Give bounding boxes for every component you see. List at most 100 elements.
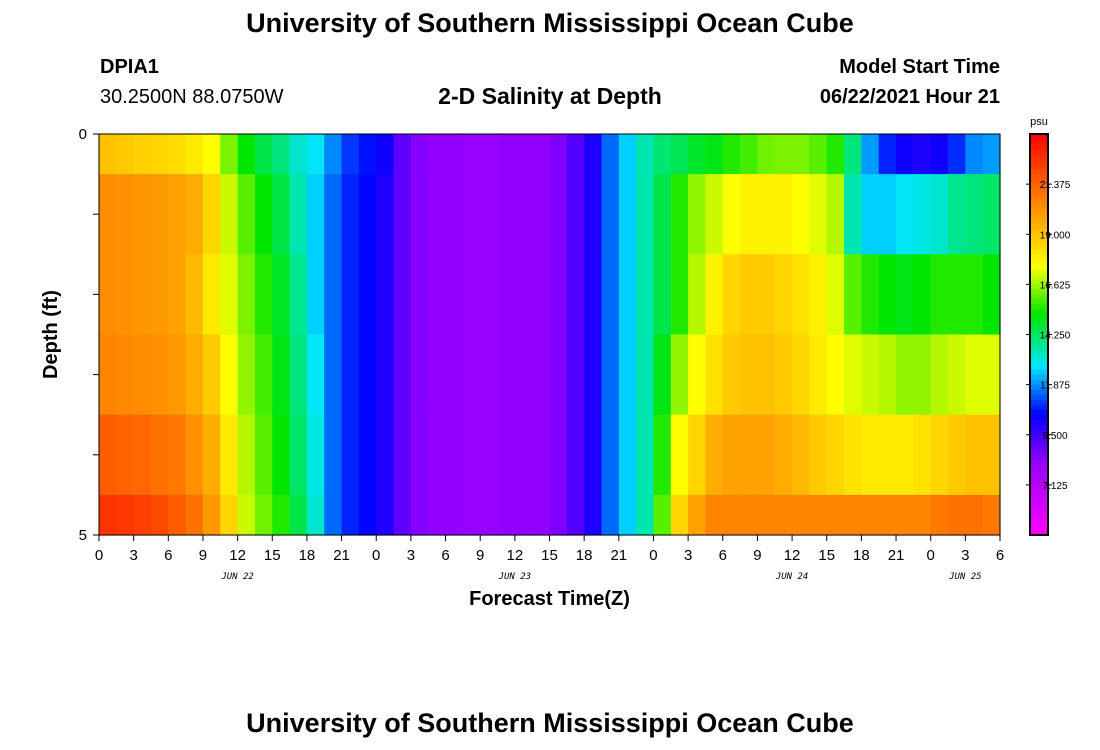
heatmap-cell: [982, 174, 1001, 255]
heatmap-cell: [861, 134, 880, 175]
heatmap-cell: [514, 174, 533, 255]
heatmap-cell: [601, 134, 620, 175]
x-tick-label: 9: [476, 547, 484, 564]
heatmap-cell: [705, 414, 724, 496]
heatmap-cell: [306, 494, 325, 536]
heatmap-cell: [948, 174, 966, 255]
heatmap-cell: [428, 494, 447, 536]
heatmap-cell: [792, 334, 811, 416]
heatmap-cell: [740, 254, 759, 336]
heatmap-cell: [930, 334, 949, 416]
heatmap-cell: [324, 494, 343, 536]
colorbar-tick-label: 16.625: [1040, 280, 1071, 291]
heatmap-cell: [272, 414, 291, 496]
heatmap-cell: [948, 334, 966, 416]
heatmap-cell: [618, 414, 637, 496]
heatmap-cell: [341, 134, 360, 175]
heatmap-cell: [670, 494, 689, 536]
heatmap-cell: [826, 334, 845, 416]
x-tick-label: 0: [95, 547, 103, 564]
heatmap-cell: [896, 174, 914, 255]
colorbar-segment: [1030, 494, 1048, 501]
heatmap-cell: [341, 494, 360, 536]
heatmap-cell: [774, 414, 793, 496]
x-date-label: JUN 23: [498, 572, 532, 582]
colorbar-segment: [1030, 404, 1048, 411]
heatmap-cell: [289, 134, 308, 175]
heatmap-cell: [254, 334, 273, 416]
colorbar-segment: [1030, 199, 1048, 205]
colorbar-segment: [1030, 249, 1048, 255]
heatmap-cell: [393, 494, 412, 536]
heatmap-cell: [168, 494, 187, 536]
heatmap-cell: [341, 414, 360, 496]
heatmap-cell: [566, 134, 585, 175]
heatmap-cell: [341, 334, 360, 416]
heatmap-cell: [982, 254, 1001, 336]
colorbar-segment: [1030, 364, 1048, 371]
heatmap-cell: [237, 334, 256, 416]
heatmap-cell: [220, 334, 239, 416]
heatmap-cell: [601, 334, 620, 416]
heatmap-cell: [306, 134, 325, 175]
colorbar-segment: [1030, 259, 1048, 265]
heatmap-cell: [116, 134, 135, 175]
heatmap-cell: [566, 414, 585, 496]
heatmap-cell: [757, 174, 776, 255]
heatmap-cell: [722, 174, 741, 255]
heatmap-cell: [826, 414, 845, 496]
colorbar-segment: [1030, 134, 1048, 140]
heatmap-cell: [774, 134, 793, 175]
x-tick-label: 15: [264, 547, 281, 564]
heatmap-cell: [809, 134, 828, 175]
colorbar-segment: [1030, 314, 1048, 321]
heatmap-cell: [757, 334, 776, 416]
heatmap-cell: [809, 334, 828, 416]
heatmap-cell: [202, 494, 221, 536]
heatmap-cell: [965, 494, 984, 536]
colorbar-segment: [1030, 169, 1048, 175]
heatmap-cell: [896, 134, 914, 175]
heatmap-cell: [670, 134, 689, 175]
heatmap-cell: [549, 174, 568, 255]
x-tick-label: 9: [199, 547, 207, 564]
colorbar-segment: [1030, 159, 1048, 165]
colorbar-segment: [1030, 394, 1048, 401]
heatmap-cell: [948, 254, 966, 336]
colorbar-segment: [1030, 274, 1048, 280]
heatmap-cell: [636, 174, 655, 255]
heatmap-cell: [462, 254, 481, 336]
heatmap-cell: [289, 494, 308, 536]
heatmap-cell: [393, 334, 412, 416]
colorbar-segment: [1030, 309, 1048, 316]
heatmap-cell: [722, 254, 741, 336]
heatmap-cell: [133, 134, 152, 175]
heatmap-cell: [341, 254, 360, 336]
heatmap-cell: [532, 414, 551, 496]
model-start-label: Model Start Time: [839, 56, 1000, 78]
heatmap-cell: [306, 254, 325, 336]
heatmap-cell: [393, 254, 412, 336]
heatmap-cell: [376, 134, 395, 175]
x-tick-label: 6: [441, 547, 449, 564]
heatmap-cell: [497, 494, 516, 536]
x-tick-label: 0: [927, 547, 935, 564]
heatmap-cell: [133, 334, 152, 416]
heatmap-cell: [514, 254, 533, 336]
heatmap-cell: [497, 334, 516, 416]
heatmap-cell: [844, 334, 862, 416]
heatmap-cell: [116, 414, 135, 496]
heatmap-cell: [896, 414, 914, 496]
colorbar-segment: [1030, 479, 1048, 486]
heatmap-cell: [965, 414, 984, 496]
colorbar-segment: [1030, 354, 1048, 361]
heatmap-cell: [844, 414, 862, 496]
heatmap-cell: [549, 494, 568, 536]
heatmap-cell: [480, 134, 499, 175]
heatmap-cell: [168, 254, 187, 336]
heatmap-cell: [965, 174, 984, 255]
heatmap-cell: [410, 334, 429, 416]
colorbar-tick-label: 21.375: [1040, 180, 1071, 191]
heatmap-cell: [514, 414, 533, 496]
heatmap-cell: [480, 254, 499, 336]
